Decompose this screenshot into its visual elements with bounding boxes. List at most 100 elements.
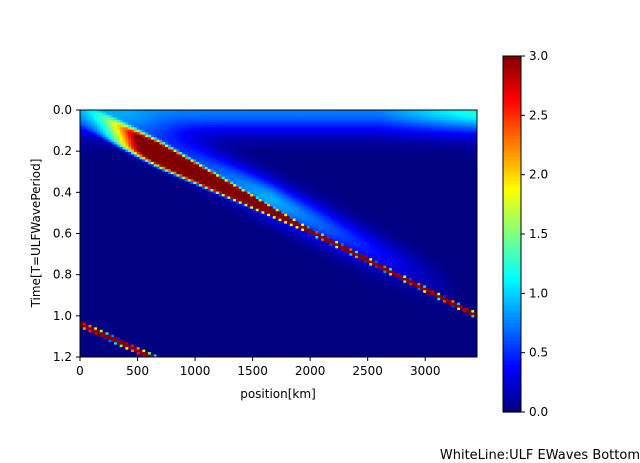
heatmap-cell [289, 139, 294, 143]
heatmap-cell [128, 144, 132, 148]
heatmap-cell [238, 127, 243, 131]
heatmap-cell [312, 144, 316, 148]
heatmap-cell [213, 124, 217, 128]
heatmap-cell [204, 151, 209, 156]
heatmap-cell [423, 139, 427, 143]
heatmap-cell [85, 139, 90, 143]
heatmap-cell [184, 134, 189, 138]
heatmap-cell [85, 112, 90, 116]
heatmap-cell [148, 117, 152, 121]
heatmap-cell [125, 149, 129, 153]
heatmap-cell [440, 154, 444, 158]
heatmap-cell [221, 142, 226, 146]
heatmap-cell [445, 119, 450, 123]
heatmap-cell [366, 122, 370, 126]
heatmap-cell [366, 159, 370, 163]
heatmap-cell [179, 134, 183, 138]
heatmap-cell [369, 119, 373, 123]
heatmap-cell [414, 134, 419, 138]
heatmap-cell [204, 122, 209, 126]
heatmap-cell [233, 117, 237, 121]
heatmap-cell [298, 149, 302, 153]
heatmap-cell [284, 147, 288, 151]
heatmap-cell [332, 142, 336, 146]
heatmap-cell [111, 139, 115, 143]
heatmap-cell [394, 144, 399, 148]
heatmap-cell [85, 134, 90, 138]
heatmap-cell [210, 132, 214, 136]
heatmap-cell [312, 129, 316, 133]
heatmap-cell [408, 129, 413, 133]
heatmap-cell [329, 149, 333, 153]
heatmap-cell [332, 127, 336, 131]
heatmap-cell [423, 144, 427, 148]
heatmap-cell [287, 127, 291, 131]
heatmap-cell [275, 117, 280, 121]
heatmap-cell [255, 129, 260, 133]
heatmap-cell [323, 144, 328, 148]
heatmap-cell [397, 114, 402, 119]
heatmap-cell [199, 137, 203, 141]
heatmap-cell [374, 137, 379, 141]
heatmap-cell [318, 127, 322, 131]
heatmap-cell [465, 137, 470, 141]
heatmap-cell [474, 134, 477, 138]
heatmap-cell [227, 159, 231, 163]
heatmap-cell [102, 132, 107, 136]
heatmap-cell [111, 112, 115, 116]
heatmap-cell [391, 144, 396, 148]
heatmap-cell [329, 117, 333, 121]
heatmap-cell [425, 119, 430, 123]
heatmap-cell [97, 117, 101, 121]
heatmap-cell [99, 161, 104, 165]
heatmap-cell [139, 154, 143, 158]
heatmap-cell [445, 122, 450, 126]
heatmap-cell [218, 139, 223, 143]
heatmap-cell [335, 129, 339, 133]
heatmap-cell [338, 151, 342, 156]
heatmap-cell [80, 127, 84, 131]
heatmap-cell [474, 149, 477, 153]
heatmap-cell [369, 134, 373, 138]
heatmap-cell [431, 114, 436, 119]
heatmap-cell [269, 151, 274, 156]
heatmap-cell [227, 149, 231, 153]
heatmap-cell [465, 159, 470, 163]
heatmap-cell [374, 139, 379, 143]
heatmap-cell [255, 112, 260, 116]
heatmap-cell [423, 117, 427, 121]
heatmap-cell [88, 132, 92, 136]
heatmap-cell [326, 117, 331, 121]
heatmap-cell [442, 117, 447, 121]
heatmap-cell [343, 132, 348, 136]
heatmap-cell [321, 114, 325, 119]
heatmap-cell [408, 142, 413, 146]
heatmap-cell [360, 129, 365, 133]
heatmap-cell [451, 137, 455, 141]
heatmap-cell [383, 159, 387, 163]
heatmap-cell [411, 159, 416, 163]
heatmap-cell [284, 124, 288, 128]
heatmap-cell [80, 134, 84, 138]
heatmap-cell [136, 147, 141, 151]
heatmap-cell [182, 124, 186, 128]
heatmap-cell [224, 110, 229, 114]
heatmap-cell [428, 132, 433, 136]
heatmap-cell [150, 112, 155, 116]
heatmap-cell [309, 137, 314, 141]
heatmap-cell [369, 151, 373, 156]
heatmap-cell [425, 134, 430, 138]
heatmap-cell [400, 127, 404, 131]
heatmap-cell [216, 129, 220, 133]
heatmap-cell [400, 154, 404, 158]
heatmap-cell [165, 114, 169, 119]
heatmap-cell [108, 147, 112, 151]
heatmap-cell [111, 124, 115, 128]
heatmap-cell [187, 110, 192, 114]
heatmap-cell [94, 147, 98, 151]
heatmap-cell [428, 147, 433, 151]
heatmap-cell [261, 110, 265, 114]
heatmap-cell [210, 159, 214, 163]
heatmap-cell [411, 144, 416, 148]
heatmap-cell [244, 112, 248, 116]
